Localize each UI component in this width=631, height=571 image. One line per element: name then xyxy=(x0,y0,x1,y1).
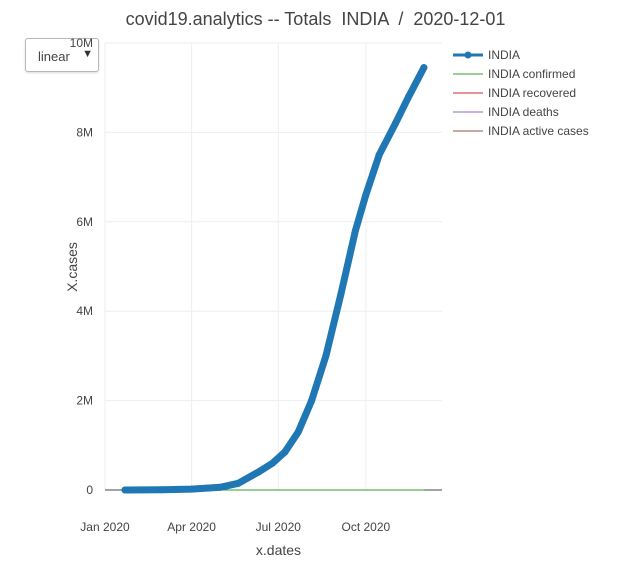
data-point xyxy=(375,151,383,159)
data-point xyxy=(322,352,330,360)
data-point xyxy=(337,289,345,297)
series-line xyxy=(121,64,428,494)
data-point xyxy=(269,459,277,467)
data-point xyxy=(281,448,289,456)
data-point xyxy=(362,191,370,199)
legend-item[interactable]: INDIA xyxy=(453,48,520,62)
legend-item[interactable]: INDIA recovered xyxy=(453,86,576,100)
y-tick-label: 10M xyxy=(70,36,93,50)
legend-marker xyxy=(464,51,472,59)
series-layer xyxy=(121,64,428,494)
data-point xyxy=(254,468,262,476)
scale-dropdown-value: linear xyxy=(38,49,70,64)
legend-item[interactable]: INDIA confirmed xyxy=(453,67,575,81)
legend-item[interactable]: INDIA active cases xyxy=(453,124,589,138)
data-point xyxy=(234,479,242,487)
data-point xyxy=(351,227,359,235)
legend-label: INDIA deaths xyxy=(488,105,559,119)
x-axis-title: x.dates xyxy=(256,542,301,558)
data-point xyxy=(158,486,166,494)
y-axis-title: X.cases xyxy=(64,242,80,292)
data-point xyxy=(294,428,302,436)
data-point xyxy=(216,483,224,491)
legend-label: INDIA recovered xyxy=(488,86,576,100)
data-point xyxy=(121,486,129,494)
data-point xyxy=(188,485,196,493)
chart-title: covid19.analytics -- Totals INDIA / 2020… xyxy=(125,9,506,29)
data-point xyxy=(420,64,428,72)
data-point xyxy=(391,119,399,127)
legend-label: INDIA xyxy=(488,48,520,62)
y-tick-label: 2M xyxy=(76,394,93,408)
x-tick-label: Jul 2020 xyxy=(256,520,302,534)
x-tick-label: Apr 2020 xyxy=(167,520,216,534)
x-tick-label: Oct 2020 xyxy=(341,520,390,534)
scale-dropdown[interactable]: linear ▼ xyxy=(25,38,99,72)
y-tick-label: 8M xyxy=(76,125,93,139)
x-tick-label: Jan 2020 xyxy=(80,520,130,534)
legend-label: INDIA active cases xyxy=(488,124,589,138)
legend: INDIA INDIA confirmed INDIA recovered INDIA… xyxy=(453,48,589,138)
y-tick-label: 4M xyxy=(76,304,93,318)
legend-item[interactable]: INDIA deaths xyxy=(453,105,559,119)
y-tick-label: 6M xyxy=(76,215,93,229)
data-point xyxy=(405,93,413,101)
chevron-down-icon[interactable]: ▼ xyxy=(82,48,93,60)
grid xyxy=(104,42,442,491)
axes: 0 2M 4M 6M 8M 10M Jan 2020 Apr 2020 Jul 2020 Oct … xyxy=(64,36,391,558)
legend-label: INDIA confirmed xyxy=(488,67,575,81)
y-tick-label: 0 xyxy=(86,483,93,497)
data-point xyxy=(308,397,316,405)
